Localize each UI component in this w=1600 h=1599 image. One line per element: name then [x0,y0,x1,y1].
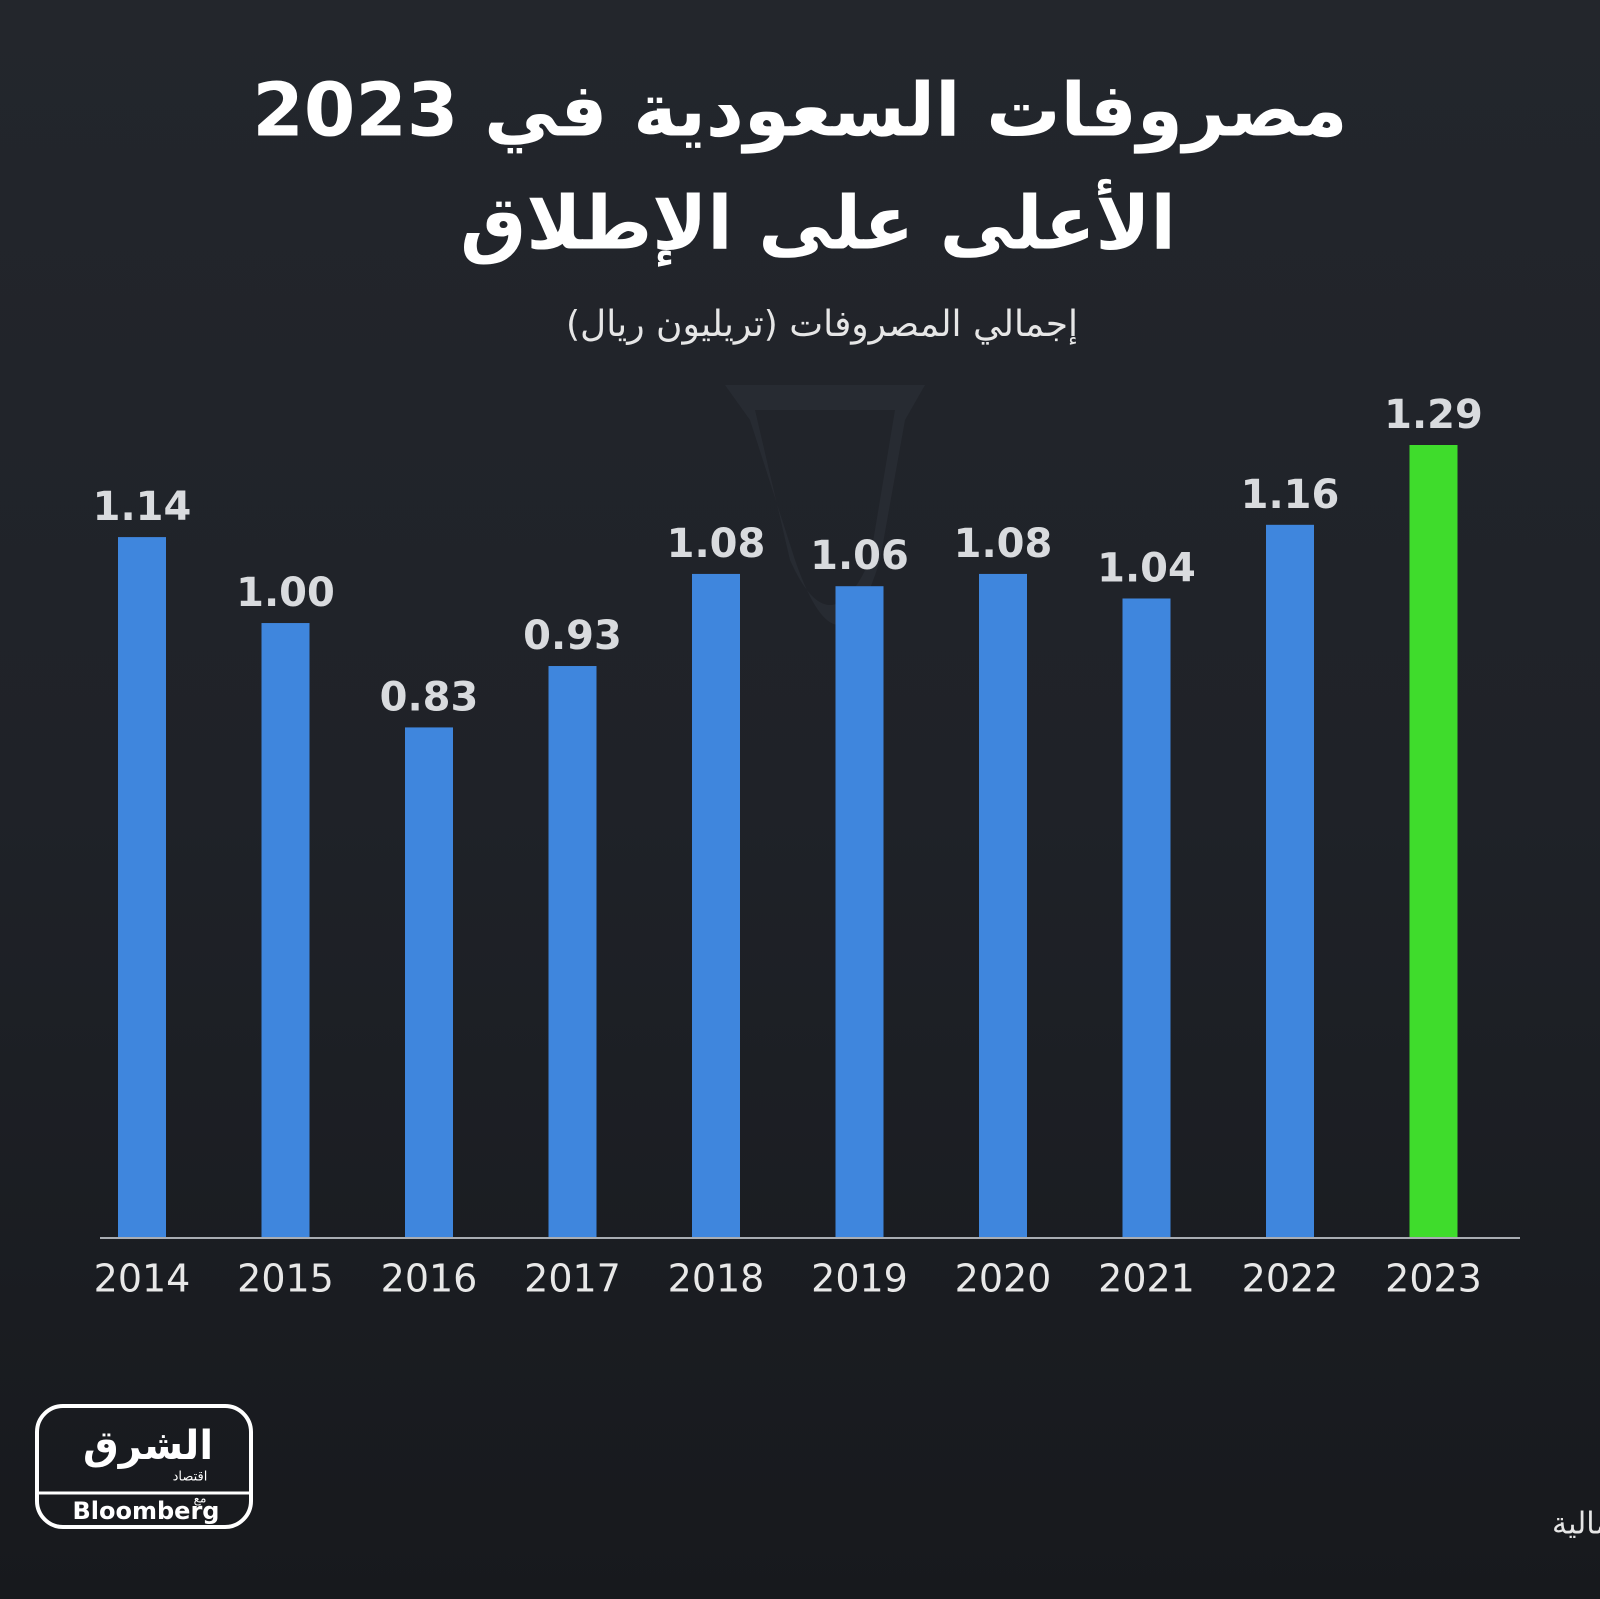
bar [835,586,884,1237]
value-label: 1.14 [93,484,192,530]
value-label: 1.00 [236,570,335,616]
x-tick-label: 2016 [381,1257,478,1301]
logo-sub: اقتصاد [173,1470,208,1485]
chart-title: الأعلى على الإطلاق [460,179,1176,268]
logo-name: الشرق [83,1423,213,1469]
value-label: 0.93 [523,613,622,659]
bar [405,727,453,1237]
value-label: 1.06 [810,533,909,579]
x-tick-label: 2019 [811,1257,908,1301]
bar [118,537,166,1237]
bar [1122,598,1171,1237]
x-tick-label: 2017 [524,1257,621,1301]
value-label: 1.16 [1241,472,1340,518]
chart-subtitle: إجمالي المصروفات (تريليون ريال) [566,304,1078,345]
bar [692,573,740,1237]
source: المصدر: بيانات وزارة المالية [1552,1507,1600,1542]
value-label: 0.83 [380,674,479,720]
x-tick-label: 2021 [1098,1257,1195,1301]
logo: الشرق اقتصاد مع Bloomberg [35,1404,253,1529]
value-label: 1.04 [1097,545,1196,591]
bar [261,623,310,1237]
bar [1409,445,1458,1237]
tower-silhouette [725,385,925,625]
logo-partner: Bloomberg [73,1497,220,1525]
value-label: 1.08 [954,521,1053,567]
chart-title: مصروفات السعودية في 2023 [252,68,1347,155]
logo-frame [35,1404,253,1529]
value-label: 1.08 [667,521,766,567]
value-label: 1.29 [1384,392,1483,438]
x-tick-label: 2018 [668,1257,765,1301]
x-tick-label: 2020 [955,1257,1052,1301]
x-tick-label: 2022 [1242,1257,1339,1301]
x-tick-label: 2023 [1385,1257,1482,1301]
bar [548,666,597,1237]
x-tick-label: 2014 [94,1257,191,1301]
logo-with: مع [194,1492,207,1506]
bar [1266,524,1314,1237]
bar [979,573,1027,1237]
x-tick-label: 2015 [237,1257,334,1301]
